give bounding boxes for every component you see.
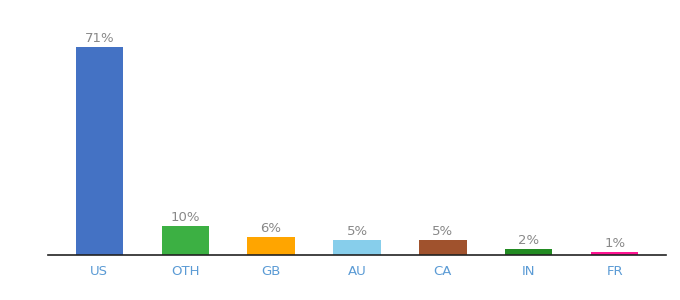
Text: 5%: 5%: [346, 225, 368, 238]
Bar: [75, 47, 123, 255]
Text: 10%: 10%: [171, 211, 200, 224]
Text: 2%: 2%: [518, 234, 539, 247]
Bar: [248, 238, 294, 255]
Text: 71%: 71%: [84, 32, 114, 45]
Bar: [162, 226, 209, 255]
Bar: [333, 240, 381, 255]
Text: 6%: 6%: [260, 222, 282, 236]
Text: 1%: 1%: [604, 237, 625, 250]
Text: 5%: 5%: [432, 225, 454, 238]
Bar: [420, 240, 466, 255]
Bar: [591, 252, 639, 255]
Bar: [505, 249, 552, 255]
